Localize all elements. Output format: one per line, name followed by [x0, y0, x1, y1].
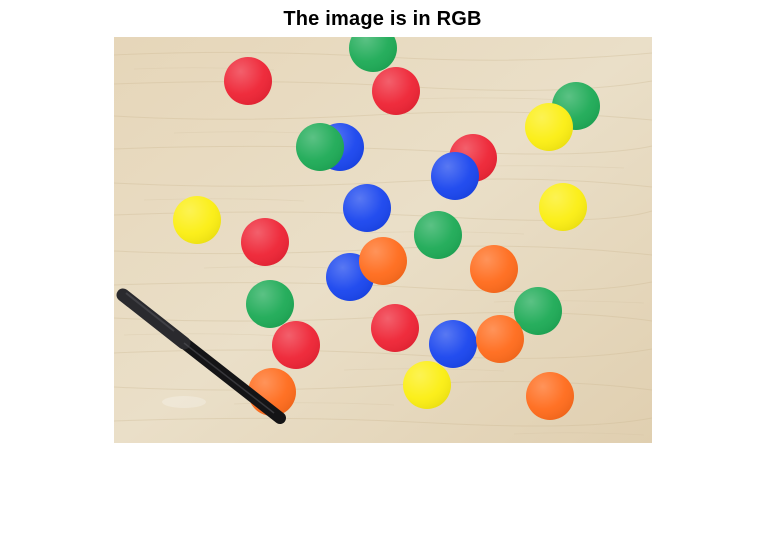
chip-red: [224, 57, 272, 105]
chip-red: [272, 321, 320, 369]
chip-yellow: [173, 196, 221, 244]
chip-green: [349, 37, 397, 72]
chip-blue: [431, 152, 479, 200]
chips: [173, 37, 600, 420]
table-smudge: [162, 396, 206, 408]
chip-blue: [343, 184, 391, 232]
chip-green: [246, 280, 294, 328]
chip-blue: [429, 320, 477, 368]
photo-canvas: [114, 37, 652, 443]
figure-title: The image is in RGB: [283, 8, 482, 30]
black-marker: [116, 288, 286, 424]
chip-green: [414, 211, 462, 259]
chip-red: [372, 67, 420, 115]
chip-orange: [526, 372, 574, 420]
chip-yellow: [539, 183, 587, 231]
chip-green: [514, 287, 562, 335]
chip-orange: [359, 237, 407, 285]
chip-red: [371, 304, 419, 352]
chip-orange: [470, 245, 518, 293]
chip-red: [241, 218, 289, 266]
chip-orange: [476, 315, 524, 363]
chip-yellow: [403, 361, 451, 409]
chip-green: [296, 123, 344, 171]
chip-yellow: [525, 103, 573, 151]
image-axes: [114, 37, 652, 443]
